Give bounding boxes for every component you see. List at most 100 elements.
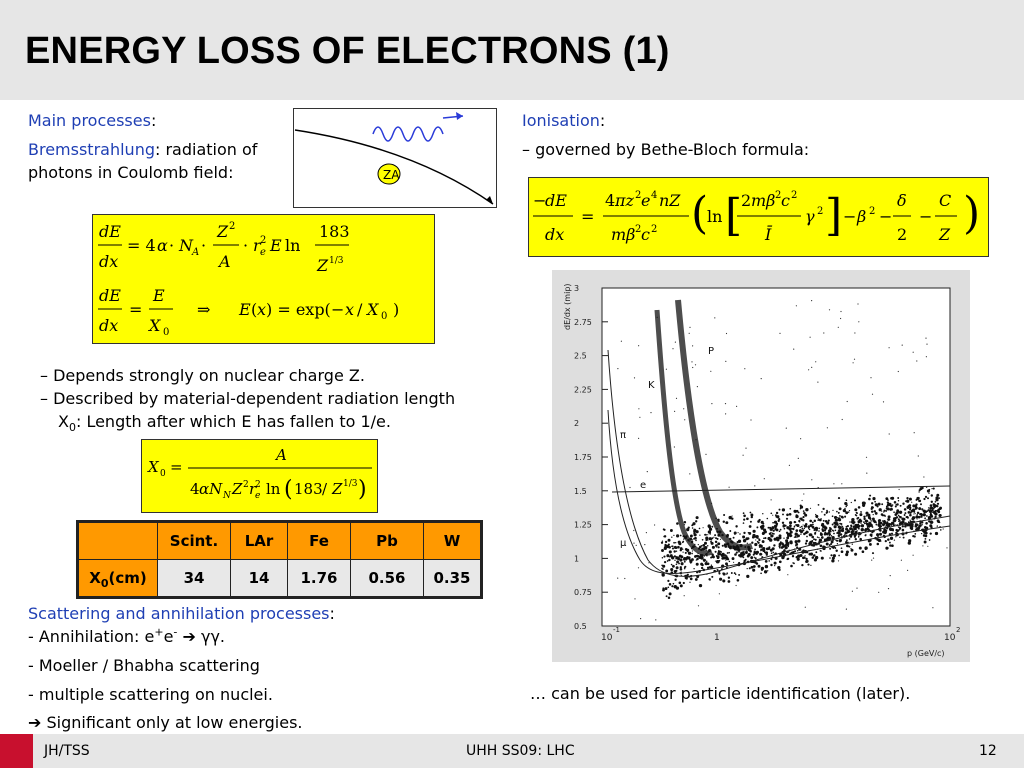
scatter-point [719, 577, 723, 581]
scatter-point [845, 525, 848, 528]
scatter-point [678, 542, 682, 546]
svg-text:ZA: ZA [383, 168, 400, 182]
scatter-point [742, 539, 747, 543]
scatter-point [792, 551, 795, 554]
scatter-point [922, 530, 925, 533]
scatter-point [774, 514, 777, 517]
scatter-point [725, 360, 727, 362]
scatter-point [928, 539, 931, 541]
scatter-point [714, 317, 716, 319]
scatter-point [809, 507, 812, 509]
scatter-point [710, 556, 713, 559]
scatter-point [768, 560, 770, 562]
svg-text:dE: dE [99, 222, 121, 241]
scatter-point [856, 530, 858, 532]
scatter-point [660, 541, 664, 544]
scatter-point [763, 551, 766, 554]
scatter-point [911, 501, 913, 503]
table-header-cell: Fe [287, 521, 351, 560]
scatter-point [834, 547, 837, 549]
scatter-point [700, 566, 704, 570]
scatter-point [675, 586, 680, 590]
scatter-point [777, 565, 781, 570]
scatter-point [770, 548, 773, 550]
scatter-point [862, 503, 866, 507]
scatter-point [815, 361, 817, 363]
scatter-point [870, 377, 872, 379]
scatter-point [912, 554, 914, 556]
scatter-point [746, 567, 748, 570]
scatter-point [725, 413, 727, 415]
scatter-point [923, 510, 926, 513]
scatter-point [878, 591, 880, 593]
scatter-point [667, 538, 671, 542]
scatter-point [775, 522, 779, 526]
scatter-point [778, 534, 782, 538]
scatter-point [711, 575, 714, 578]
scatter-point [871, 502, 874, 505]
annihilation-line: - Annihilation: e+e- ➔ γγ. [28, 625, 226, 646]
scatter-point [829, 527, 832, 530]
scatter-point [844, 515, 847, 518]
scatter-point [848, 509, 851, 512]
scatter-point [695, 516, 699, 520]
scatter-point [851, 590, 853, 592]
scatter-point [885, 505, 888, 508]
svg-text:N: N [178, 236, 194, 255]
scatter-point [717, 546, 720, 549]
svg-text:= 4: = 4 [127, 236, 156, 255]
scatter-point [648, 562, 650, 564]
svg-text:πz: πz [614, 191, 635, 210]
scatter-point [858, 524, 861, 528]
scatter-point [673, 541, 675, 544]
scatter-point [748, 567, 751, 570]
svg-text:dx: dx [99, 316, 118, 335]
scatter-point [801, 527, 804, 530]
scatter-point [781, 545, 785, 549]
scatter-point [747, 531, 750, 534]
scatter-point [848, 538, 851, 540]
scatter-point [771, 526, 775, 530]
svg-text:·: · [169, 236, 174, 255]
scatter-point [779, 332, 781, 334]
scatter-point [662, 564, 666, 568]
scatter-point [811, 479, 813, 481]
scatter-point [723, 557, 725, 559]
scatter-point [661, 556, 664, 559]
scatter-point [835, 522, 839, 525]
scatter-point [697, 605, 700, 607]
scatter-point [893, 511, 895, 514]
scatter-point [786, 558, 789, 561]
scatter-point [824, 519, 828, 523]
scatter-point [920, 503, 922, 506]
scatter-point [686, 548, 690, 552]
scatter-point [872, 497, 876, 501]
scatter-point [638, 408, 640, 410]
scatter-point [702, 544, 706, 547]
scatter-point [864, 548, 867, 551]
scatter-point [662, 528, 665, 531]
scatter-point [819, 549, 822, 552]
scatter-point [681, 541, 684, 544]
scatter-point [939, 529, 942, 531]
scatter-point [701, 538, 704, 541]
significant-line: ➔ Significant only at low energies. [28, 713, 303, 732]
scatter-point [689, 473, 691, 475]
bethe-bloch-formula: − dE dx = 4 πz 2 e 4 nZ mβ 2 c 2 ( ln [ 2 mβ 2 c 2 Ī… [528, 177, 989, 257]
scatter-point [620, 340, 622, 342]
scatter-point [717, 542, 721, 546]
scatter-point [667, 543, 670, 546]
scatter-point [871, 506, 874, 509]
scatter-point [691, 527, 694, 529]
svg-text:e: e [260, 247, 266, 258]
scatter-point [752, 533, 756, 538]
scatter-point [831, 529, 834, 532]
svg-text:−: − [533, 191, 546, 210]
scatter-point [792, 527, 795, 531]
scatter-point [823, 332, 825, 334]
scatter-point [705, 536, 709, 540]
scatter-point [830, 540, 834, 544]
svg-text:(: ( [284, 477, 293, 502]
scatter-point [773, 544, 776, 547]
scatter-point [910, 498, 912, 501]
